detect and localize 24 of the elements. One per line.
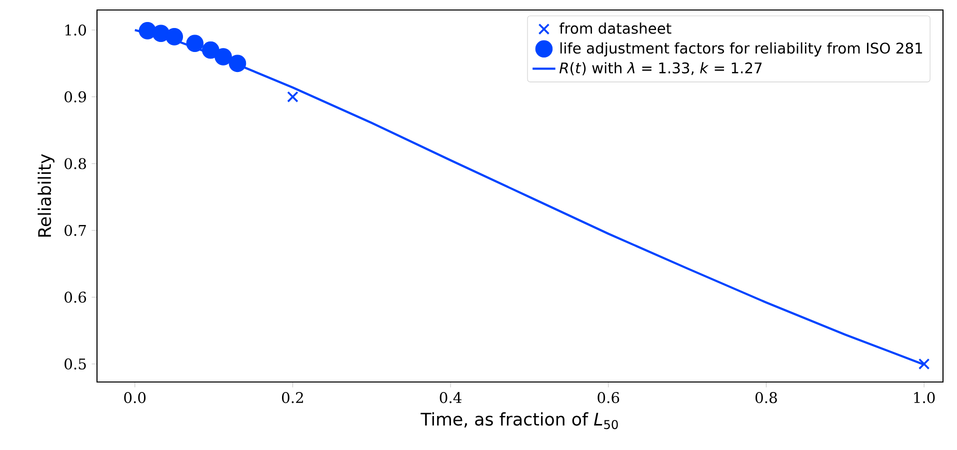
point [918, 358, 930, 370]
x-tick-label: 0.6 [598, 392, 620, 404]
point [166, 28, 184, 46]
y-axis-title: Reliability [38, 154, 54, 237]
y-tick-label: 0.9 [64, 91, 86, 102]
legend-label: from datasheet [559, 22, 672, 34]
x-tick-label: 1.0 [914, 392, 935, 404]
y-tick-label: 0.7 [64, 224, 86, 236]
x-tick-label: 0.4 [440, 392, 462, 404]
y-tick-label: 1.0 [65, 24, 86, 36]
y-tick-label: 0.6 [64, 292, 86, 303]
y-tick-label: 0.8 [64, 158, 86, 170]
point [214, 48, 232, 66]
point [287, 91, 298, 102]
point [228, 54, 246, 72]
legend-label: R(t) with λ = 1.33, k = 1.27 [559, 62, 762, 76]
point [186, 34, 204, 52]
x-tick-label: 0.0 [124, 392, 146, 404]
x-tick-label: 0.8 [756, 392, 777, 404]
x-tick-label: 0.2 [282, 392, 303, 404]
y-tick-label: 0.5 [64, 358, 86, 370]
legend-label: life adjustment factors for reliability from ISO 281 [560, 42, 922, 57]
x-axis-title: Time, as fraction of L$_{50}$ [420, 412, 618, 430]
point [202, 41, 220, 59]
